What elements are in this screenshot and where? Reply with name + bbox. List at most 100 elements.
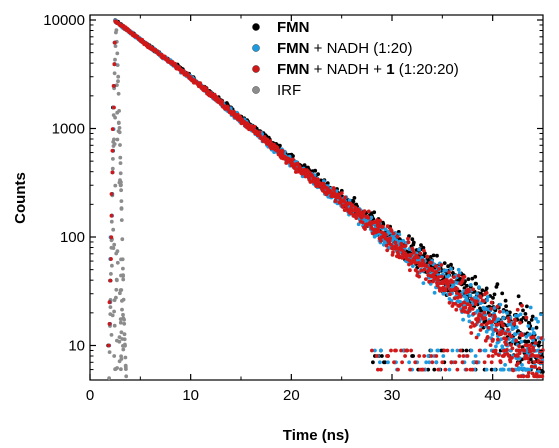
data-point xyxy=(366,209,371,214)
data-point xyxy=(479,295,483,300)
data-point xyxy=(429,260,434,265)
data-point xyxy=(536,335,541,340)
data-point xyxy=(490,354,495,358)
data-point xyxy=(525,343,530,348)
data-point xyxy=(477,285,481,290)
data-point xyxy=(114,28,119,32)
data-point xyxy=(421,367,426,372)
data-point xyxy=(119,188,123,193)
data-point xyxy=(503,363,507,367)
data-point xyxy=(509,334,514,339)
axes: 0 10 20 30 40 10 100 1000 10000 xyxy=(43,12,543,404)
data-point xyxy=(400,360,404,365)
data-point xyxy=(436,275,441,279)
data-point xyxy=(482,310,487,315)
data-point xyxy=(123,355,128,360)
data-point xyxy=(517,348,522,353)
data-point xyxy=(118,143,122,147)
data-point xyxy=(204,86,208,91)
data-point xyxy=(469,297,474,301)
data-point xyxy=(528,357,533,361)
data-point xyxy=(119,218,124,223)
data-point xyxy=(111,227,116,232)
data-point xyxy=(333,199,338,204)
data-point xyxy=(465,283,469,288)
data-point xyxy=(116,74,121,79)
data-point xyxy=(537,369,541,374)
data-point xyxy=(372,210,377,215)
data-point xyxy=(403,354,407,358)
data-point xyxy=(471,311,476,316)
data-point xyxy=(529,318,534,322)
data-point xyxy=(456,273,461,278)
data-point xyxy=(114,295,118,300)
data-point xyxy=(109,192,114,196)
data-point xyxy=(503,348,508,353)
data-point xyxy=(116,91,121,96)
data-point xyxy=(530,314,535,319)
data-point xyxy=(501,316,506,320)
data-point xyxy=(516,361,521,366)
data-point xyxy=(485,298,490,303)
legend-item: IRF xyxy=(252,82,301,99)
data-point xyxy=(431,253,436,258)
data-point xyxy=(503,331,508,336)
data-point xyxy=(442,261,447,265)
data-point xyxy=(119,330,124,335)
data-point xyxy=(375,354,379,358)
data-point xyxy=(475,299,479,304)
data-point xyxy=(534,325,539,330)
data-point xyxy=(454,291,459,295)
data-point xyxy=(120,299,124,303)
data-point xyxy=(526,367,530,372)
data-point xyxy=(532,348,536,353)
data-point xyxy=(427,279,432,284)
data-point xyxy=(487,313,492,318)
data-point xyxy=(457,354,462,358)
data-point xyxy=(508,359,513,364)
data-point xyxy=(447,300,452,305)
data-point xyxy=(108,278,113,283)
legend-label: FMN + NADH + 1 (1:20:20) xyxy=(277,61,459,78)
data-points xyxy=(106,18,545,381)
data-point xyxy=(504,304,508,309)
data-point xyxy=(376,229,381,234)
data-point xyxy=(498,302,503,307)
data-point xyxy=(465,302,470,307)
legend-label-part: 1 xyxy=(386,61,394,78)
data-point xyxy=(417,274,421,279)
data-point xyxy=(503,298,508,303)
data-point xyxy=(463,309,467,314)
data-point xyxy=(434,354,439,358)
data-point xyxy=(114,287,119,292)
data-point xyxy=(450,348,455,353)
data-point xyxy=(513,332,518,337)
data-point xyxy=(278,143,282,148)
data-point xyxy=(515,307,520,312)
data-point xyxy=(448,292,452,297)
data-point xyxy=(421,281,426,285)
data-point xyxy=(424,360,429,365)
data-point xyxy=(461,317,465,322)
data-point xyxy=(473,354,478,358)
data-point xyxy=(291,157,295,162)
data-point xyxy=(521,374,526,379)
data-point xyxy=(492,367,497,372)
data-point xyxy=(389,229,394,233)
data-point xyxy=(497,309,502,314)
data-point xyxy=(407,360,411,365)
data-point xyxy=(522,367,526,372)
data-point xyxy=(118,183,123,188)
data-point xyxy=(469,331,474,335)
data-point xyxy=(489,326,494,331)
data-point xyxy=(501,367,506,372)
data-point xyxy=(489,360,494,365)
data-point xyxy=(482,360,487,365)
x-tick-label: 20 xyxy=(283,387,300,404)
data-point xyxy=(467,319,472,324)
data-point xyxy=(361,212,366,217)
data-point xyxy=(516,294,521,299)
data-point xyxy=(455,348,460,353)
data-point xyxy=(109,213,114,218)
data-point xyxy=(451,280,455,284)
